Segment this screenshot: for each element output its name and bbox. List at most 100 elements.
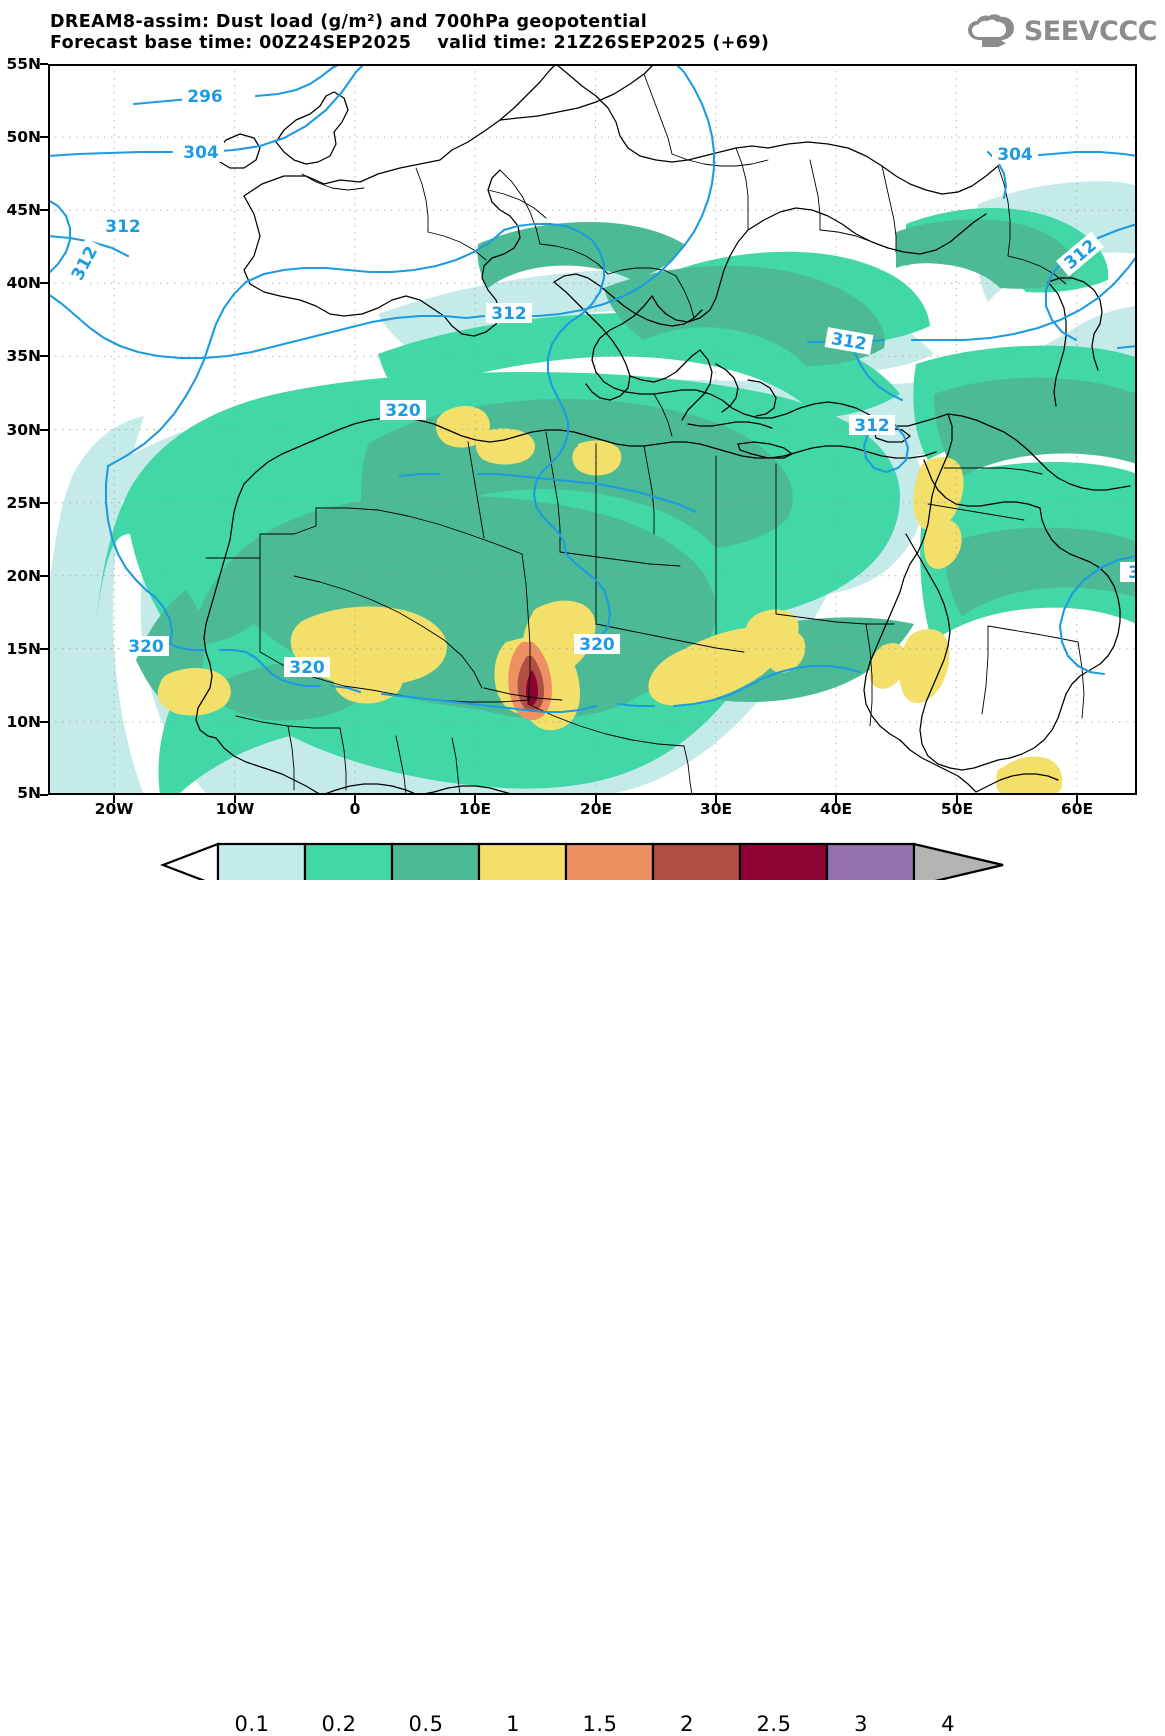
colorbar-tick-2: 2 [680, 1712, 694, 1736]
contour-320w [106, 280, 248, 468]
colorbar-over-arrow [912, 842, 1004, 880]
contour-312s [1058, 554, 1137, 676]
svg-text:296: 296 [187, 87, 223, 107]
lat-tick [40, 429, 48, 431]
lon-label-60e: 60E [1060, 800, 1094, 818]
svg-text:320: 320 [128, 637, 164, 657]
lat-label-55n: 55N [6, 55, 41, 73]
forecast-time-subtitle: Forecast base time: 00Z24SEP2025 valid t… [50, 33, 770, 53]
contour-320b2 [476, 472, 698, 514]
logo-text: SEEVCCC [1023, 15, 1158, 47]
contour-320b [398, 472, 442, 478]
contour-312c [48, 292, 486, 360]
lat-label-20n: 20N [6, 567, 41, 585]
colorbar-swatch-1 [477, 842, 568, 880]
seevccc-logo: SEEVCCC [966, 10, 1158, 52]
svg-text:320: 320 [579, 635, 615, 655]
lat-label-40n: 40N [6, 274, 41, 292]
lat-label-25n: 25N [6, 494, 41, 512]
lon-tick [715, 795, 717, 803]
lat-tick [40, 575, 48, 577]
contour-304 [48, 150, 174, 158]
lat-tick [40, 721, 48, 723]
svg-text:304: 304 [997, 145, 1033, 165]
lat-tick [40, 502, 48, 504]
contour-312h [1116, 344, 1137, 350]
svg-text:312: 312 [105, 217, 141, 237]
contour-320d [564, 552, 612, 646]
coastlines-and-borders [195, 64, 1131, 795]
contour-320f [672, 664, 862, 708]
lat-tick [40, 648, 48, 650]
colorbar-tick-0p2: 0.2 [321, 1712, 357, 1736]
svg-text:312: 312 [491, 304, 527, 324]
contour-320s [330, 684, 362, 694]
colorbar-swatch-2p5 [738, 842, 829, 880]
contour-320e [616, 702, 656, 708]
lon-label-50e: 50E [940, 800, 974, 818]
lon-tick [354, 795, 356, 803]
lon-label-10w: 10W [215, 800, 255, 818]
colorbar-under-arrow [159, 842, 220, 880]
contour-320n [244, 228, 506, 284]
colorbar-swatch-0p5 [390, 842, 481, 880]
lat-tick [40, 794, 48, 796]
page-title: DREAM8-assim: Dust load (g/m²) and 700hP… [50, 12, 648, 32]
lat-label-15n: 15N [6, 640, 41, 658]
lon-tick [234, 795, 236, 803]
forecast-map[interactable]: 296 304 312 312 312 312 304 312 312 320 … [48, 64, 1137, 795]
lon-tick [835, 795, 837, 803]
lon-label-10e: 10E [458, 800, 492, 818]
lat-tick [40, 282, 48, 284]
contour-296b [254, 64, 342, 98]
colorbar[interactable]: 0.1 0.2 0.5 1 1.5 2 2.5 3 4 [0, 840, 1165, 1736]
svg-text:31: 31 [1128, 563, 1137, 583]
colorbar-swatch-3 [825, 842, 916, 880]
colorbar-swatches[interactable] [0, 840, 1165, 880]
contour-312i [852, 348, 904, 402]
dust-band-2p5 [526, 670, 538, 705]
svg-text:320: 320 [385, 401, 421, 421]
lon-label-0: 0 [349, 800, 361, 818]
contour-320w4 [218, 648, 322, 688]
lon-tick [474, 795, 476, 803]
lon-label-20e: 20E [579, 800, 613, 818]
contour-320w3 [168, 642, 206, 652]
lon-tick [113, 795, 115, 803]
lat-label-35n: 35N [6, 347, 41, 365]
cloud-icon [967, 14, 1014, 47]
lon-label-20w: 20W [94, 800, 134, 818]
lat-tick [40, 355, 48, 357]
lon-tick [1076, 795, 1078, 803]
lat-tick [40, 63, 48, 65]
colorbar-tick-4: 4 [941, 1712, 955, 1736]
colorbar-swatch-1p5 [564, 842, 655, 880]
lat-label-30n: 30N [6, 421, 41, 439]
lon-tick [956, 795, 958, 803]
colorbar-swatch-0p2 [303, 842, 394, 880]
colorbar-tick-3: 3 [854, 1712, 868, 1736]
contour-304r2 [1026, 150, 1137, 158]
lat-label-10n: 10N [6, 713, 41, 731]
colorbar-swatch-0p1 [216, 842, 307, 880]
colorbar-swatch-2 [651, 842, 742, 880]
colorbar-tick-0p5: 0.5 [408, 1712, 444, 1736]
contour-320c [502, 222, 606, 556]
lat-label-5n: 5N [17, 784, 41, 802]
svg-text:312: 312 [854, 416, 890, 436]
colorbar-tick-1p5: 1.5 [582, 1712, 618, 1736]
geopotential-contours [48, 64, 1137, 714]
contour-labels: 296 304 312 312 312 312 304 312 312 320 … [64, 86, 1137, 678]
contour-320s2 [380, 692, 598, 714]
lon-label-40e: 40E [819, 800, 853, 818]
graticule [48, 64, 1137, 795]
lon-tick [595, 795, 597, 803]
lon-label-30e: 30E [699, 800, 733, 818]
contour-312b [48, 198, 72, 276]
colorbar-tick-2p5: 2.5 [756, 1712, 792, 1736]
contour-312g [1044, 222, 1137, 342]
map-canvas[interactable]: 296 304 312 312 312 312 304 312 312 320 … [48, 64, 1137, 795]
colorbar-tick-0p1: 0.1 [234, 1712, 270, 1736]
contour-312f [910, 254, 1137, 342]
lat-tick [40, 136, 48, 138]
